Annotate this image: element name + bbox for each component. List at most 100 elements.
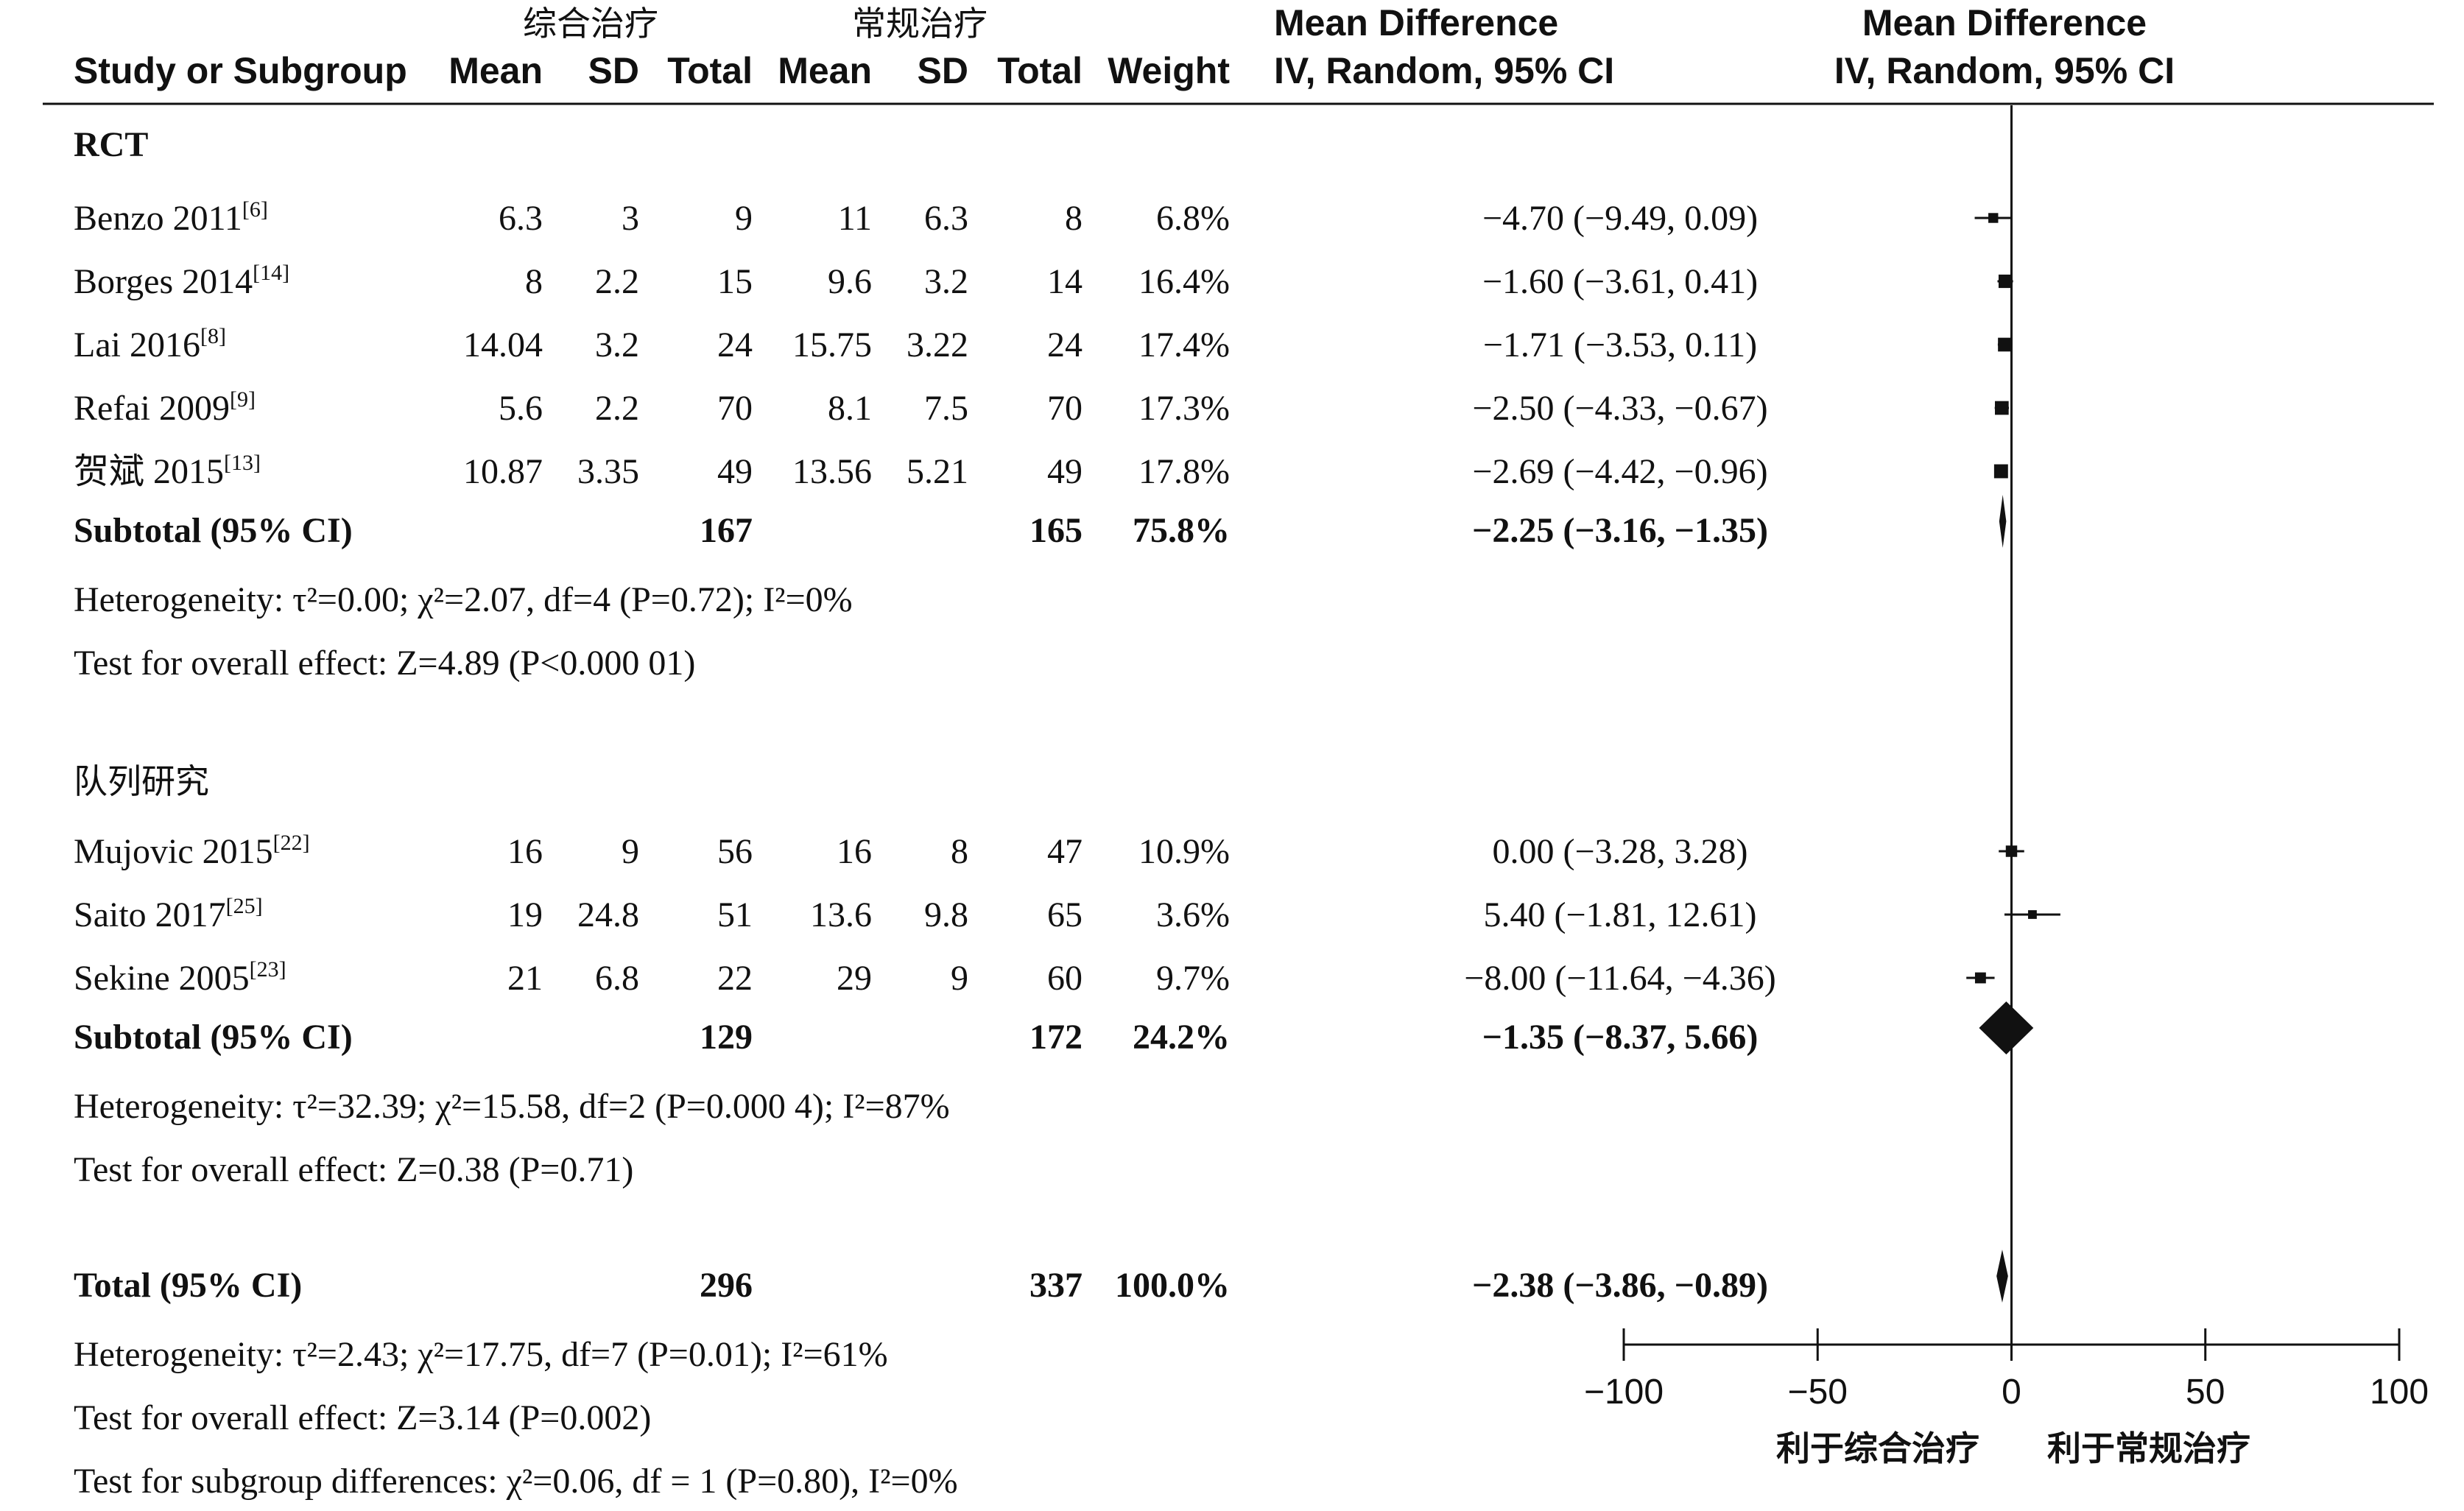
pooled-diamond [1979, 1001, 2034, 1054]
favours-right-label: 利于常规治疗 [2047, 1429, 2250, 1468]
study-ci-text: −1.60 (−3.61, 0.41) [1482, 262, 1758, 301]
study-weight: 17.8% [1138, 452, 1230, 491]
study-sd2: 9.8 [924, 895, 968, 934]
study-weight: 6.8% [1156, 199, 1230, 238]
study-m1: 8 [525, 262, 543, 301]
study-sd2: 3.2 [924, 262, 968, 301]
group1-header: 综合治疗 [523, 4, 658, 43]
x-tick-label: 100 [2370, 1373, 2429, 1412]
study-m1: 16 [507, 832, 543, 871]
heterogeneity-text: Heterogeneity: τ²=32.39; χ²=15.58, df=2 … [74, 1087, 950, 1126]
study-name: Benzo 2011[6] [74, 197, 268, 238]
subtotal-weight: 24.2% [1133, 1018, 1230, 1057]
study-sd1: 9 [622, 832, 639, 871]
effect-sub-header: IV, Random, 95% CI [1274, 50, 1614, 91]
study-n2: 8 [1065, 199, 1083, 238]
study-m2: 9.6 [828, 262, 872, 301]
study-n1: 24 [717, 325, 753, 364]
study-m1: 14.04 [463, 325, 543, 364]
study-ci-text: −4.70 (−9.49, 0.09) [1482, 199, 1758, 238]
total-label: Total (95% CI) [74, 1266, 302, 1305]
study-m2: 11 [838, 199, 872, 238]
study-m1: 10.87 [463, 452, 543, 491]
study-name: Borges 2014[14] [74, 261, 289, 301]
study-m2: 16 [837, 832, 872, 871]
x-tick-label: −100 [1584, 1373, 1664, 1412]
subtotal-label: Subtotal (95% CI) [74, 511, 353, 550]
study-n2: 24 [1047, 325, 1083, 364]
mean2-header: Mean [778, 50, 872, 91]
study-sd2: 5.21 [907, 452, 968, 491]
study-sd2: 8 [951, 832, 968, 871]
subgroup-difference-text: Test for subgroup differences: χ²=0.06, … [74, 1462, 958, 1501]
study-name: Mujovic 2015[22] [74, 831, 310, 871]
study-m2: 29 [837, 959, 872, 998]
favours-left-label: 利于综合治疗 [1776, 1429, 1979, 1468]
effect-square [2005, 845, 2018, 857]
study-name: Saito 2017[25] [74, 894, 263, 934]
study-n2: 65 [1047, 895, 1083, 934]
study-n1: 56 [717, 832, 753, 871]
study-weight: 3.6% [1156, 895, 1230, 934]
study-sd1: 2.2 [595, 262, 639, 301]
study-ci-text: 5.40 (−1.81, 12.61) [1483, 895, 1756, 934]
study-m2: 13.6 [810, 895, 872, 934]
total-overall-effect-text: Test for overall effect: Z=3.14 (P=0.002… [74, 1398, 651, 1437]
study-n2: 47 [1047, 832, 1083, 871]
study-m2: 13.56 [792, 452, 872, 491]
study-weight: 17.4% [1138, 325, 1230, 364]
total-n2: 337 [1029, 1266, 1083, 1305]
sd2-header: SD [918, 50, 968, 91]
total-ci-text: −2.38 (−3.86, −0.89) [1472, 1266, 1768, 1305]
study-n2: 49 [1047, 452, 1083, 491]
study-sd2: 6.3 [924, 199, 968, 238]
plot-sub-header: IV, Random, 95% CI [1834, 50, 2175, 91]
plot-title-header: Mean Difference [1862, 2, 2147, 43]
group2-header: 常规治疗 [852, 4, 988, 43]
study-n1: 49 [717, 452, 753, 491]
weight-header: Weight [1108, 50, 1230, 91]
total-n1: 296 [700, 1266, 753, 1305]
subtotal-weight: 75.8% [1133, 511, 1230, 550]
study-sd2: 7.5 [924, 389, 968, 428]
subtotal-n1: 167 [700, 511, 753, 550]
pooled-diamond [1999, 495, 2007, 548]
study-ci-text: −1.71 (−3.53, 0.11) [1483, 325, 1757, 364]
study-column-header: Study or Subgroup [74, 50, 407, 91]
study-ci-text: −2.69 (−4.42, −0.96) [1472, 452, 1767, 491]
study-n2: 70 [1047, 389, 1083, 428]
study-m1: 5.6 [499, 389, 543, 428]
study-weight: 17.3% [1138, 389, 1230, 428]
subtotal-n1: 129 [700, 1018, 753, 1057]
study-ci-text: −2.50 (−4.33, −0.67) [1472, 389, 1767, 428]
total-weight: 100.0% [1115, 1266, 1230, 1305]
study-m2: 15.75 [792, 325, 872, 364]
study-weight: 16.4% [1138, 262, 1230, 301]
study-sd1: 3.35 [577, 452, 639, 491]
subtotal-ci-text: −2.25 (−3.16, −1.35) [1472, 511, 1768, 550]
subgroup-title: RCT [74, 125, 148, 164]
effect-square [1974, 972, 1986, 984]
effect-square [2028, 910, 2037, 919]
study-sd1: 3 [622, 199, 639, 238]
subgroup-title: 队列研究 [74, 761, 209, 801]
x-tick-label: −50 [1788, 1373, 1848, 1412]
study-weight: 9.7% [1156, 959, 1230, 998]
heterogeneity-text: Heterogeneity: τ²=0.00; χ²=2.07, df=4 (P… [74, 580, 853, 619]
study-name: Sekine 2005[23] [74, 957, 286, 998]
study-ci-text: 0.00 (−3.28, 3.28) [1492, 832, 1747, 871]
sd1-header: SD [588, 50, 639, 91]
study-sd1: 3.2 [595, 325, 639, 364]
effect-square [1995, 401, 2009, 415]
study-m1: 19 [507, 895, 543, 934]
study-n1: 70 [717, 389, 753, 428]
study-name: Refai 2009[9] [74, 387, 256, 428]
study-m1: 6.3 [499, 199, 543, 238]
study-n1: 51 [717, 895, 753, 934]
study-n1: 15 [717, 262, 753, 301]
study-n1: 22 [717, 959, 753, 998]
pooled-diamond [1996, 1250, 2008, 1303]
study-sd2: 3.22 [907, 325, 968, 364]
